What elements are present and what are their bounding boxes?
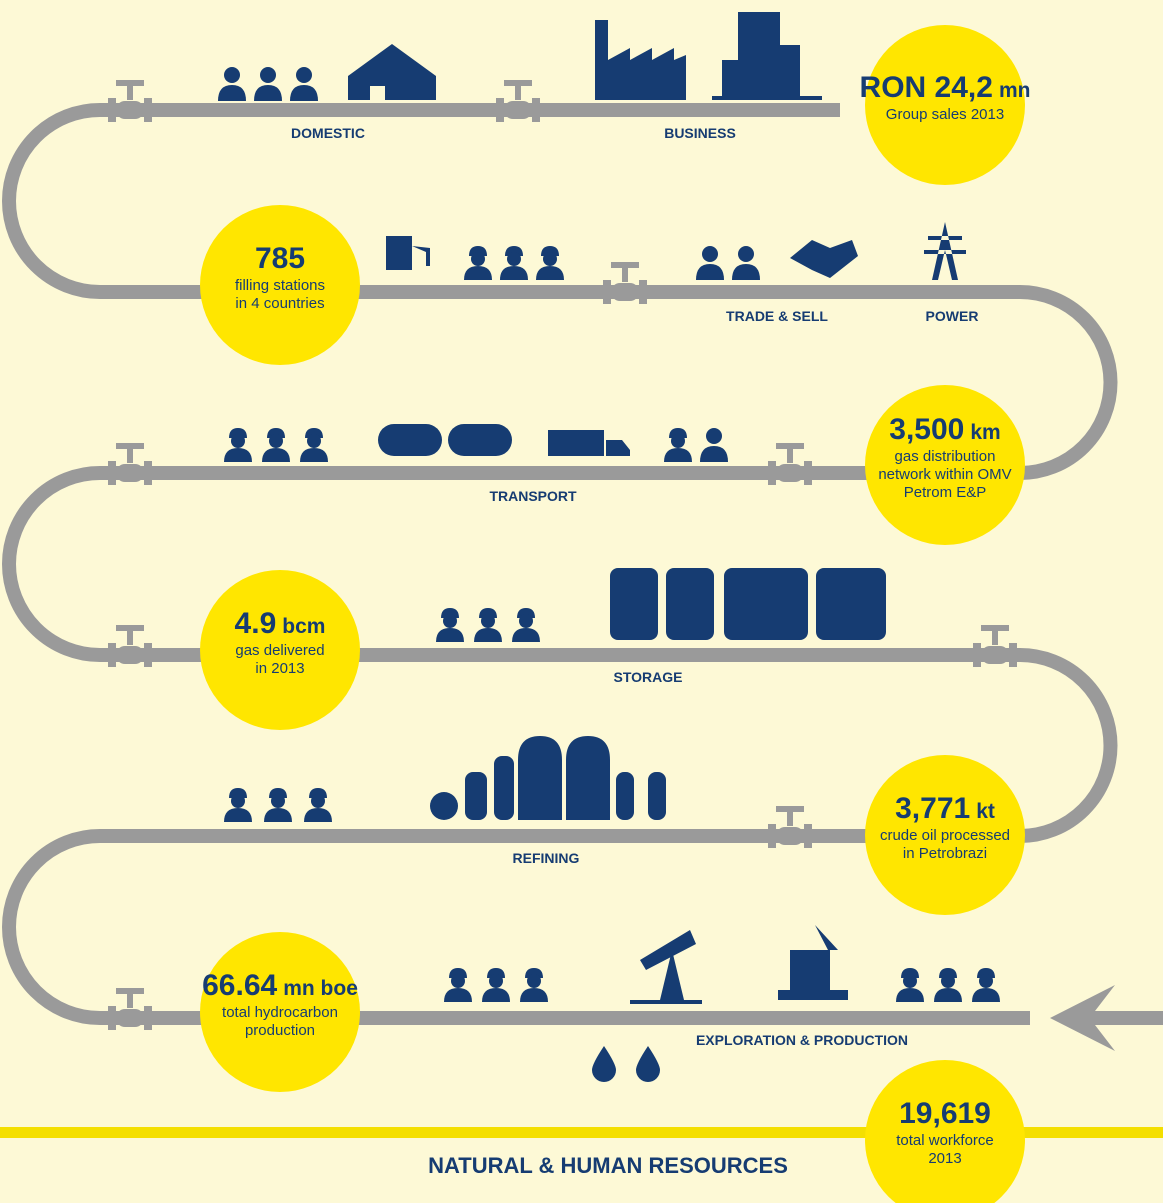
stage-label: STORAGE (614, 669, 683, 685)
stat-caption: total hydrocarbon (222, 1004, 338, 1021)
stat-caption: Group sales 2013 (886, 106, 1004, 123)
stat-caption: gas delivered (235, 642, 324, 659)
input-arrow (1050, 985, 1163, 1051)
refinery-icon (648, 772, 666, 820)
stat-value: 3,500 km (889, 413, 1000, 446)
icons (218, 12, 1000, 1082)
factory-icon (595, 20, 686, 100)
stage-label: POWER (926, 308, 979, 324)
stat-circle (865, 1060, 1025, 1203)
stage-label: TRADE & SELL (726, 308, 828, 324)
stat-unit: mn boe (283, 977, 358, 1000)
stat-unit: mn (999, 79, 1031, 102)
stat-unit: km (970, 421, 1000, 444)
stage-label: REFINING (513, 850, 580, 866)
truck-icon (548, 430, 630, 456)
drops-icon (592, 1046, 660, 1082)
handshake-icon (790, 240, 858, 278)
stat-circle (865, 755, 1025, 915)
stat-caption: in 4 countries (235, 295, 324, 312)
stat-caption: Petrom E&P (904, 484, 987, 501)
pylon-icon (924, 222, 966, 280)
stat-caption: gas distribution (895, 448, 996, 465)
platform-icon (778, 925, 848, 1000)
stat-caption: crude oil processed (880, 827, 1010, 844)
stat-unit: bcm (282, 615, 325, 638)
stat-value: 785 (255, 242, 305, 275)
stat-number: 3,500 (889, 413, 964, 446)
pump-icon (386, 236, 430, 270)
stat-circle (865, 25, 1025, 185)
stat-value: 19,619 (899, 1097, 991, 1130)
footer-title: NATURAL & HUMAN RESOURCES (428, 1153, 788, 1178)
stat-number: 3,771 (895, 792, 970, 825)
stat-value: 4.9 bcm (235, 607, 326, 640)
tank-car-icon (448, 424, 512, 456)
stat-number: 4.9 (235, 607, 277, 640)
storage-tank-icon (816, 568, 886, 640)
stat-value: 3,771 kt (895, 792, 995, 825)
stat-circle (865, 385, 1025, 545)
stage-label: BUSINESS (664, 125, 736, 141)
stat-unit: kt (976, 800, 995, 823)
stat-circle (200, 205, 360, 365)
stage-label: DOMESTIC (291, 125, 365, 141)
stat-caption: 2013 (928, 1150, 961, 1167)
stat-caption: filling stations (235, 277, 325, 294)
stage-label: EXPLORATION & PRODUCTION (696, 1032, 908, 1048)
stat-number: RON 24,2 (860, 71, 993, 104)
stat-circle (200, 932, 360, 1092)
building-icon (712, 12, 822, 100)
stat-value: 66.64 mn boe (202, 969, 358, 1002)
stat-caption: in 2013 (255, 660, 304, 677)
ground-bar (0, 1127, 1163, 1138)
stat-caption: total workforce (896, 1132, 994, 1149)
stat-caption: network within OMV (878, 466, 1011, 483)
pipeline (2, 103, 1118, 1025)
stat-number: 19,619 (899, 1097, 991, 1130)
stat-caption: production (245, 1022, 315, 1039)
stat-caption: in Petrobrazi (903, 845, 987, 862)
stat-value: RON 24,2 mn (860, 71, 1031, 104)
stage-label: TRANSPORT (489, 488, 577, 504)
pumpjack-icon (630, 930, 702, 1004)
house-icon (348, 44, 436, 100)
stat-number: 66.64 (202, 969, 277, 1002)
stat-number: 785 (255, 242, 305, 275)
stat-circle (200, 570, 360, 730)
